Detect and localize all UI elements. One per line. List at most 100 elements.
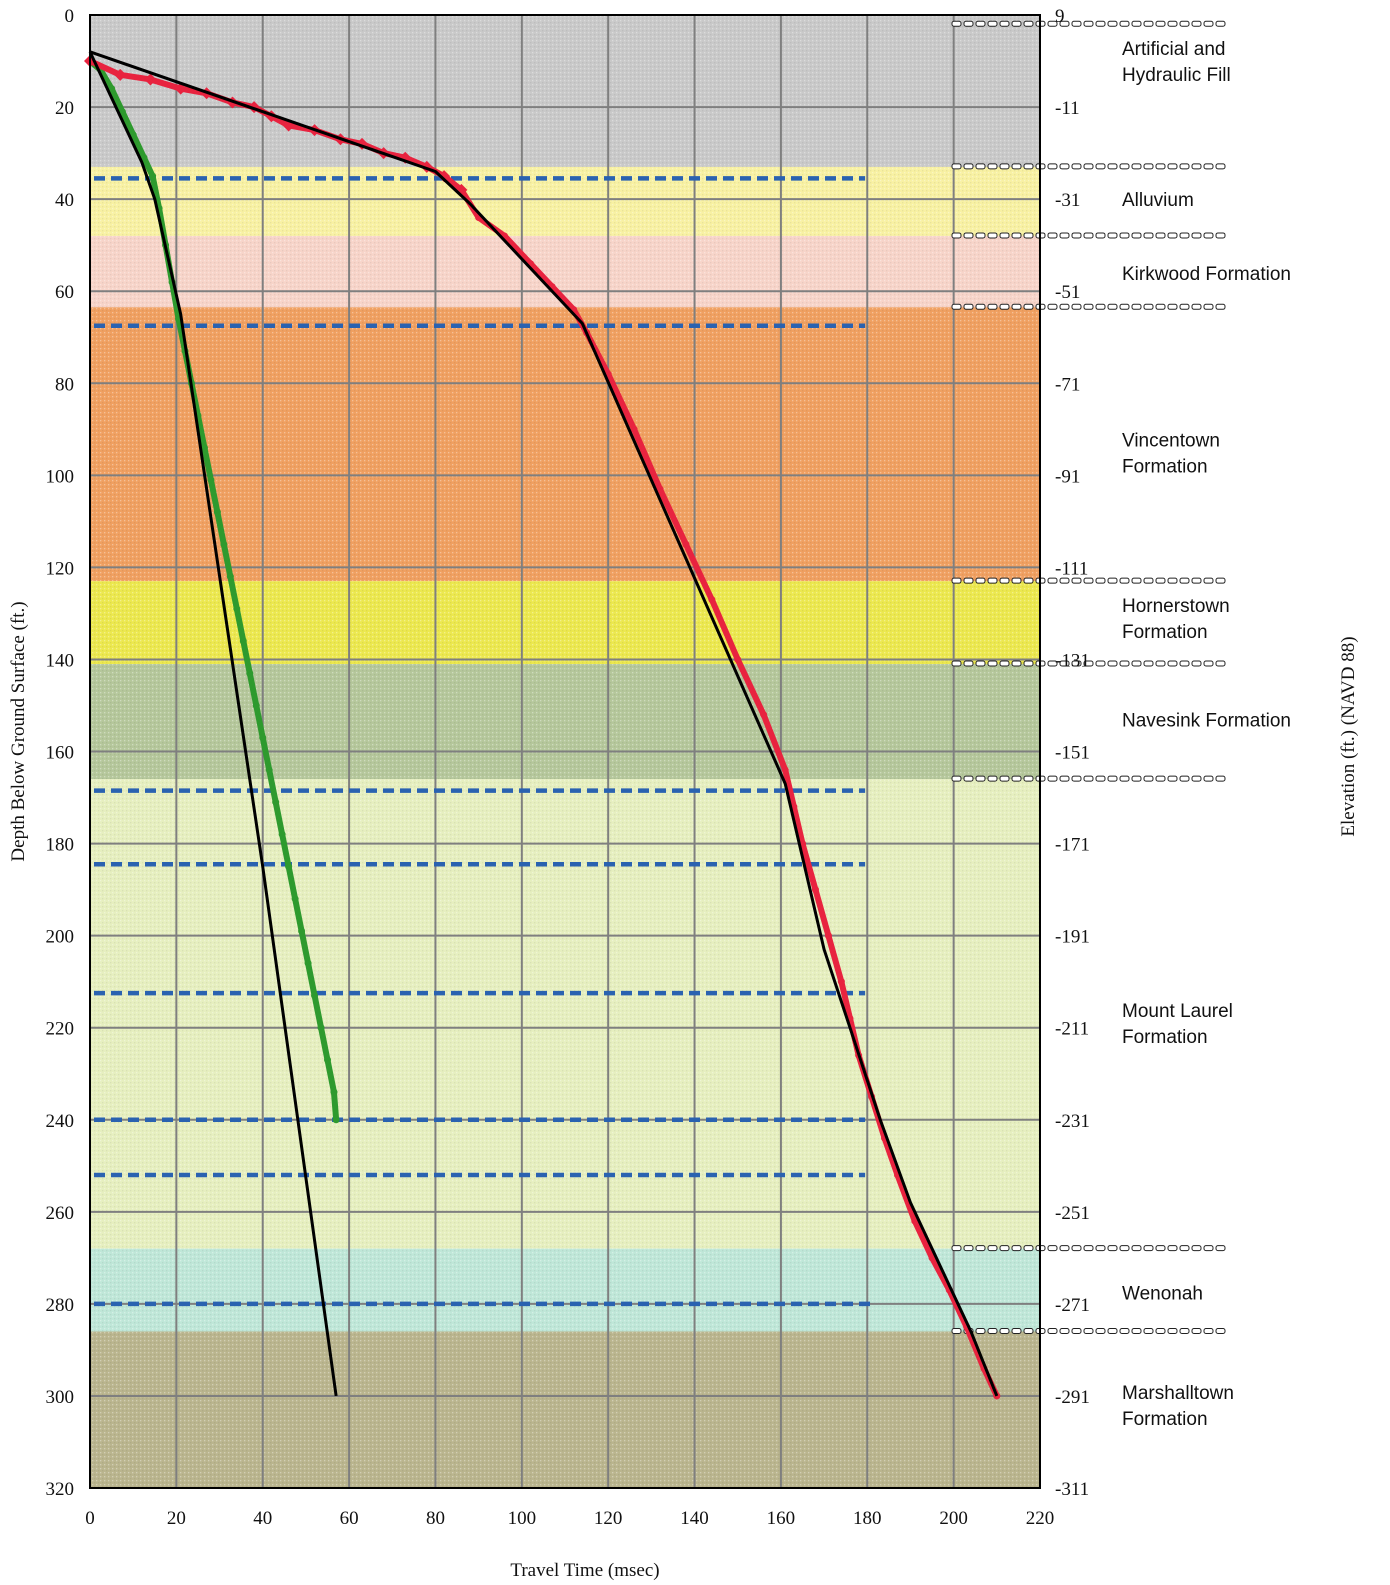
formation-boundary-mark [951,577,962,584]
formation-boundary-mark [1071,775,1082,782]
series-point [734,655,742,663]
y-tick-label: 200 [46,927,75,948]
y2-tick-label: -111 [1055,558,1088,579]
formation-boundary-mark [1191,660,1202,667]
formation-boundary-mark [1023,232,1034,239]
formation-boundary-mark [1095,303,1106,310]
formation-boundary-mark [1167,775,1178,782]
formation-boundary-mark [1011,163,1022,170]
y-tick-label: 260 [46,1203,75,1224]
series-point [324,1056,331,1064]
series-point [149,172,157,180]
formation-boundary-mark [1179,232,1190,239]
x-tick-label: 200 [939,1508,968,1529]
formation-boundary-mark [951,303,962,310]
formation-boundary-mark [1059,577,1070,584]
formation-boundary-mark [1059,20,1070,27]
series-point [285,863,293,871]
series-point [332,1116,340,1124]
formation-boundary-mark [975,1327,986,1334]
formation-boundary-mark [1071,20,1082,27]
y2-tick-label: -151 [1055,743,1090,764]
formation-label: Hornerstown [1122,596,1230,617]
series-point [220,540,228,548]
formation-boundary-mark [1131,660,1142,667]
formation-boundary-marks [951,20,1226,1334]
formation-boundary-mark [963,775,974,782]
series-point [246,669,254,677]
series-point [781,766,789,774]
formation-boundary-mark [963,1245,974,1252]
formation-boundary-mark [1011,577,1022,584]
formation-boundary-mark [1011,20,1022,27]
series-point [811,886,819,894]
series-point [239,637,247,645]
formation-boundary-mark [1107,232,1118,239]
formation-boundary-mark [951,775,962,782]
formation-label: Marshalltown [1122,1383,1234,1404]
formation-boundary-mark [1203,303,1214,310]
y2-tick-label: -71 [1055,374,1080,395]
formation-boundary-mark [975,1245,986,1252]
y2-tick-label: -171 [1055,835,1090,856]
formation-boundary-mark [1023,1245,1034,1252]
formation-label: Mount Laurel [1122,1001,1233,1022]
series-point [291,895,299,903]
formation-boundary-mark [1143,1245,1154,1252]
formation-boundary-mark [1131,577,1142,584]
formation-boundary-mark [1143,577,1154,584]
formation-label: Alluvium [1122,190,1194,211]
formation-band-texture [90,1248,1040,1332]
formation-boundary-mark [1131,20,1142,27]
formation-boundary-mark [1071,232,1082,239]
formation-boundary-mark [999,775,1010,782]
formation-boundary-mark [1215,577,1226,584]
formation-boundary-mark [1215,775,1226,782]
y-tick-label: 320 [46,1479,75,1500]
formation-boundary-mark [1119,577,1130,584]
formation-boundary-mark [987,20,998,27]
formation-boundary-mark [1215,303,1226,310]
formation-boundary-mark [1155,1245,1166,1252]
formation-labels: Artificial and Hydraulic Fill Alluvium Kirk… [1122,39,1291,1430]
formation-label: Formation [1122,1409,1208,1430]
formation-boundary-mark [1083,232,1094,239]
formation-boundary-mark [987,232,998,239]
formation-boundary-mark [1191,1245,1202,1252]
y-tick-label: 220 [46,1019,75,1040]
formation-boundary-mark [999,577,1010,584]
y-tick-label: 100 [46,466,75,487]
formation-boundary-mark [1155,775,1166,782]
formation-boundary-mark [1215,232,1226,239]
formation-boundary-mark [1059,660,1070,667]
formation-boundary-mark [1179,577,1190,584]
formation-boundary-mark [1191,1327,1202,1334]
formation-boundary-mark [1059,1245,1070,1252]
formation-boundary-mark [1119,660,1130,667]
series-point [656,485,664,493]
formation-boundary-mark [1071,303,1082,310]
series-point [682,540,690,548]
y2-tick-label: 9 [1055,6,1065,27]
formation-boundary-mark [951,660,962,667]
y2-tick-label: -11 [1055,98,1080,119]
formation-label: Kirkwood Formation [1122,264,1291,285]
formation-boundary-mark [1095,20,1106,27]
x-tick-label: 220 [1026,1508,1055,1529]
series-point [278,830,286,838]
formation-boundary-mark [1119,1245,1130,1252]
formation-boundary-mark [987,1327,998,1334]
y-axis-title: Depth Below Ground Surface (ft.) [8,601,29,861]
series-point [311,991,319,999]
formation-boundary-mark [1095,775,1106,782]
formation-boundary-mark [1023,1327,1034,1334]
formation-boundary-mark [963,577,974,584]
formation-boundary-mark [1059,1327,1070,1334]
series-point [630,425,638,433]
formation-boundary-mark [1107,1245,1118,1252]
formation-boundary-mark [1107,775,1118,782]
y-tick-label: 60 [55,282,74,303]
plot-frame [89,14,1041,1489]
series-point [304,959,312,967]
